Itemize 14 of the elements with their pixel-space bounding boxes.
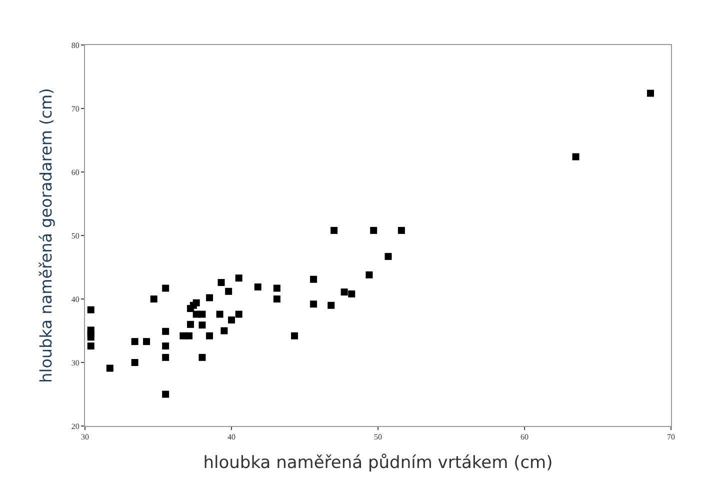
- y-tick-label: 20: [71, 422, 80, 431]
- x-tick-label: 70: [667, 432, 675, 442]
- y-tick-label: 40: [71, 294, 80, 304]
- y-tick-label: 50: [71, 231, 80, 240]
- x-tick-label: 40: [228, 432, 236, 442]
- x-tick-label: 30: [81, 432, 89, 442]
- y-tick-label: 80: [71, 40, 80, 50]
- x-tick-label: 50: [374, 432, 382, 442]
- y-tick-label: 70: [71, 104, 80, 114]
- x-axis-title: hloubka naměřená půdním vrtákem (cm): [203, 453, 553, 473]
- y-tick-label: 30: [71, 358, 80, 368]
- y-tick-label: 60: [71, 168, 80, 177]
- x-tick-label: 60: [520, 432, 528, 442]
- y-axis-title: hloubka naměřená georadarem (cm): [36, 88, 56, 383]
